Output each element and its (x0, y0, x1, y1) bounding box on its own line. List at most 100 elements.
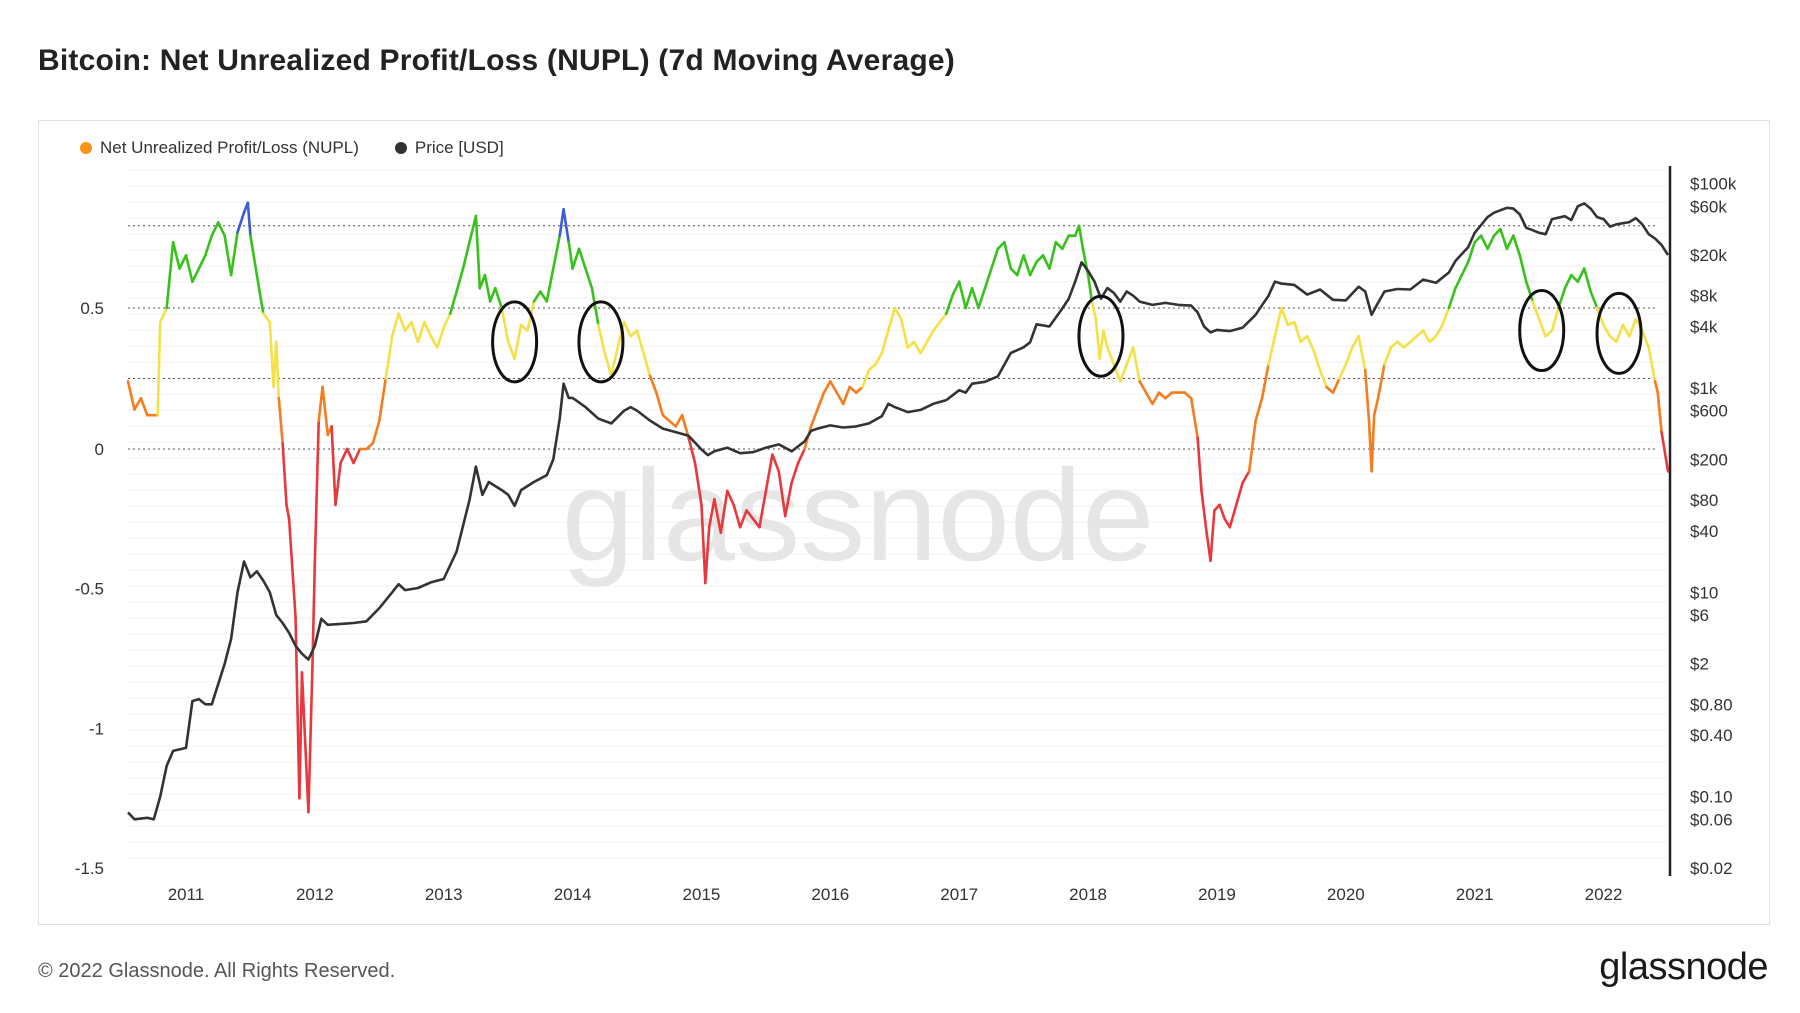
nupl-line-segment (719, 489, 729, 535)
annotation-ellipse (1595, 291, 1643, 375)
nupl-line-segment (1218, 503, 1226, 521)
nupl-line-segment (841, 385, 851, 406)
nupl-line-segment (126, 380, 136, 411)
nupl-line-segment (488, 286, 497, 303)
right-axis-tick-label: $40 (1690, 522, 1718, 541)
nupl-line-segment (996, 240, 1006, 251)
nupl-line-segment (365, 442, 375, 451)
nupl-line-segment (1061, 234, 1071, 251)
nupl-line-segment (1383, 346, 1393, 366)
right-axis-tick-label: $0.06 (1690, 810, 1733, 829)
left-axis-tick-label: 0.5 (80, 299, 104, 318)
nupl-line-segment (1090, 300, 1098, 321)
right-axis-tick-label: $200 (1690, 450, 1728, 469)
right-axis-tick-label: $4k (1690, 317, 1718, 336)
x-axis-tick-label: 2017 (940, 885, 978, 904)
nupl-line-segment (1138, 380, 1148, 394)
x-axis-tick-label: 2013 (425, 885, 463, 904)
nupl-line-segment (1196, 436, 1203, 493)
nupl-line-segment (539, 290, 549, 303)
nupl-line-segment (1209, 509, 1216, 563)
nupl-line-segment (867, 363, 877, 372)
nupl-line-segment (1280, 306, 1290, 327)
nupl-line-segment (1656, 391, 1663, 434)
nupl-line-segment (1428, 334, 1438, 344)
nupl-line-segment (771, 453, 781, 473)
nupl-line-segment (307, 671, 314, 814)
nupl-line-segment (410, 320, 420, 344)
nupl-line-segment (1350, 334, 1361, 349)
legend-dot-price (394, 142, 407, 154)
nupl-line-segment (597, 323, 607, 355)
left-axis-tick-label: -1 (89, 719, 104, 738)
nupl-line-segment (751, 517, 761, 529)
right-axis-tick-label: $10 (1690, 583, 1718, 602)
right-axis-tick-label: $6 (1690, 606, 1709, 625)
x-axis-tick-label: 2015 (683, 885, 721, 904)
nupl-line-segment (390, 312, 400, 338)
nupl-line-segment (1247, 419, 1257, 473)
nupl-line-segment (1157, 391, 1167, 400)
right-axis-tick-label: $0.80 (1690, 695, 1733, 714)
nupl-line-segment (609, 346, 620, 377)
price-line (127, 202, 1670, 821)
right-axis-tick-label: $0.40 (1690, 726, 1733, 745)
nupl-line-segment (1102, 329, 1109, 349)
nupl-line-segment (571, 247, 581, 270)
nupl-line-segment (1312, 348, 1322, 372)
nupl-line-segment (680, 413, 690, 440)
nupl-line-segment (725, 489, 735, 507)
nupl-line-segment (1531, 300, 1541, 321)
glassnode-logo[interactable]: glassnode (1599, 946, 1768, 988)
right-axis-tick-label: $600 (1690, 402, 1728, 421)
x-axis-tick-label: 2019 (1198, 885, 1236, 904)
nupl-line-segment (567, 240, 574, 270)
nupl-line-segment (133, 396, 143, 411)
x-axis-tick-label: 2011 (168, 885, 205, 904)
nupl-line-segment (1151, 391, 1161, 406)
nupl-line-segment (1550, 306, 1560, 332)
nupl-line-segment (912, 340, 922, 355)
nupl-line-segment (1305, 334, 1315, 352)
nupl-line-segment (287, 517, 297, 618)
nupl-line-segment (1460, 260, 1470, 277)
nupl-line-segment (1009, 267, 1019, 277)
nupl-line-segment (848, 385, 858, 394)
nupl-line-segment (951, 280, 961, 297)
nupl-line-segment (468, 214, 478, 244)
right-axis-tick-label: $60k (1690, 197, 1727, 216)
nupl-line-segment (1512, 234, 1522, 257)
nupl-line-segment (809, 408, 819, 428)
nupl-line-segment (835, 391, 845, 406)
legend-item-nupl[interactable]: Net Unrealized Profit/Loss (NUPL) (80, 138, 359, 158)
nupl-line-segment (197, 254, 207, 270)
nupl-line-segment (249, 234, 259, 277)
nupl-line-segment (1022, 254, 1032, 277)
nupl-line-segment (435, 326, 446, 349)
nupl-line-segment (635, 329, 645, 355)
nupl-line-segment (285, 503, 291, 521)
nupl-line-segment (500, 306, 510, 344)
nupl-line-segment (1544, 329, 1554, 338)
nupl-line-segment (345, 447, 355, 465)
nupl-line-segment (783, 481, 793, 518)
legend-item-price[interactable]: Price [USD] (394, 138, 504, 158)
nupl-line-segment (1234, 481, 1245, 507)
left-axis-tick-label: -1.5 (75, 859, 104, 878)
right-axis-tick-label: $1k (1690, 379, 1718, 398)
nupl-line-segment (545, 267, 555, 303)
nupl-line-segment (938, 312, 948, 324)
nupl-line-segment (1389, 340, 1399, 349)
nupl-line-segment (1273, 306, 1283, 338)
nupl-line-segment (300, 671, 306, 730)
nupl-line-segment (1466, 240, 1476, 264)
nupl-line-segment (1492, 227, 1502, 237)
nupl-line-segment (1402, 340, 1412, 349)
nupl-line-segment (204, 234, 214, 257)
nupl-line-segment (738, 509, 748, 529)
nupl-line-segment (1094, 317, 1101, 361)
nupl-line-segment (1570, 273, 1580, 283)
nupl-line-segment (970, 286, 980, 310)
nupl-line-segment (713, 497, 723, 535)
nupl-line-segment (906, 340, 916, 349)
